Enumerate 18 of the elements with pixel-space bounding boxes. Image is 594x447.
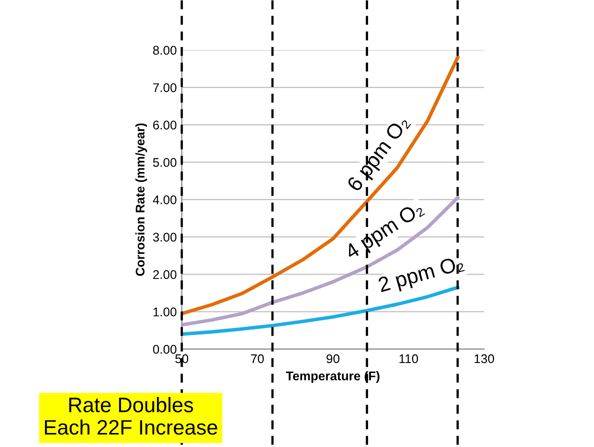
text: Rate Doubles Each 22F Increase	[44, 397, 218, 435]
x-tick-label: 70	[251, 354, 264, 364]
y-tick-label: 2.00	[153, 270, 176, 279]
y-tick-label: 5.00	[153, 158, 176, 167]
x-tick-label: 50	[175, 354, 188, 364]
y-tick-label: 0.00	[153, 344, 176, 354]
y-tick-label: 4.00	[152, 195, 176, 204]
x-tick-label: 110	[400, 354, 418, 364]
y-tick-label: 6.00	[153, 120, 176, 130]
text: 2 ppm O₂	[378, 255, 466, 296]
y-tick-label: 7.00	[153, 83, 176, 92]
y-tick-label: 8.00	[153, 46, 176, 55]
text: 4 ppm O₂	[344, 200, 426, 264]
y-axis-title: Corrosion Rate (mm/year)	[135, 123, 148, 276]
y-tick-label: 1.00	[154, 308, 176, 316]
y-tick-label: 3.00	[153, 232, 176, 242]
x-tick-label: 130	[474, 354, 494, 364]
x-tick-label: 90	[326, 354, 340, 364]
